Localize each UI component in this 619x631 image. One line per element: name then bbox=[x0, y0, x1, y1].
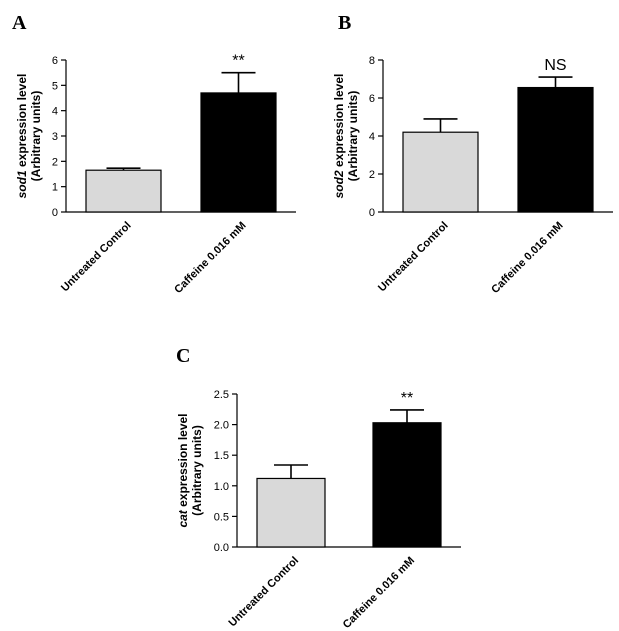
panel-c-category-label: Untreated Control bbox=[227, 555, 302, 630]
panel-a-significance-label: ** bbox=[232, 53, 244, 70]
panel-c-tick-label: 1.5 bbox=[214, 450, 229, 462]
panel-b-category-label: Caffeine 0.016 mM bbox=[489, 220, 565, 296]
panel-a-tick-label: 5 bbox=[52, 80, 58, 92]
panel-b-ylabel-line1: sod2 expression level bbox=[332, 74, 346, 199]
panel-b-category-label: Untreated Control bbox=[376, 220, 451, 295]
panel-a-ylabel-line2: (Arbitrary units) bbox=[29, 91, 43, 182]
panel-c-tick-label: 1.0 bbox=[214, 481, 229, 493]
panel-a-tick-label: 6 bbox=[52, 55, 58, 67]
panel-b-tick-label: 0 bbox=[369, 207, 375, 219]
panel-a-letter: A bbox=[12, 12, 27, 34]
panel-c-significance-label: ** bbox=[401, 390, 413, 407]
panel-c-bar bbox=[256, 477, 326, 548]
panel-c-letter: C bbox=[176, 345, 190, 367]
panel-b-ylabel-line2: (Arbitrary units) bbox=[346, 91, 360, 182]
panel-c-ylabel-line1: cat expression level bbox=[176, 413, 190, 527]
panel-a-ylabel-gene: sod1 bbox=[15, 170, 29, 198]
panel-a-bar bbox=[200, 92, 277, 213]
panel-a-tick-label: 3 bbox=[52, 131, 58, 143]
panel-c-bar bbox=[372, 422, 442, 548]
panel-a-ylabel-rest: expression level bbox=[15, 74, 29, 171]
panel-a: A 0 1 2 3 4 5 6 Untreated Control Caffeine 0.016 … bbox=[12, 12, 296, 296]
panel-c-ylabel-rest: expression level bbox=[176, 413, 190, 510]
panel-b-tick-label: 6 bbox=[369, 93, 375, 105]
panel-a-category-label: Untreated Control bbox=[59, 220, 134, 295]
panel-c-tick-label: 2.5 bbox=[214, 389, 229, 401]
panel-b-tick-label: 2 bbox=[369, 169, 375, 181]
panel-a-category-label: Caffeine 0.016 mM bbox=[172, 220, 248, 296]
panel-c-tick-label: 0.0 bbox=[214, 542, 229, 554]
panel-a-ylabel-line1: sod1 expression level bbox=[15, 74, 29, 199]
panel-c-tick-label: 0.5 bbox=[214, 511, 229, 523]
panel-b-tick-label: 8 bbox=[369, 55, 375, 67]
panel-c-tick-label: 2.0 bbox=[214, 420, 229, 432]
panel-a-bar bbox=[85, 169, 162, 213]
panel-b-ylabel-gene: sod2 bbox=[332, 170, 346, 198]
panel-c: C 0.0 0.5 1.0 1.5 2.0 2.5 Untreated Control Caff… bbox=[176, 345, 461, 631]
panel-b: B 0 2 4 6 8 Untreated Control Caffeine 0.016 mM… bbox=[332, 12, 613, 296]
panel-b-bar bbox=[402, 131, 479, 213]
panel-c-category-label: Caffeine 0.016 mM bbox=[341, 555, 417, 631]
panel-b-bar bbox=[517, 86, 594, 213]
panel-b-significance-label: NS bbox=[544, 57, 566, 74]
panel-b-ylabel-rest: expression level bbox=[332, 74, 346, 171]
panel-a-tick-label: 2 bbox=[52, 156, 58, 168]
panel-c-ylabel-gene: cat bbox=[176, 509, 190, 527]
panel-b-letter: B bbox=[338, 12, 351, 34]
panel-a-tick-label: 1 bbox=[52, 182, 58, 194]
panel-b-tick-label: 4 bbox=[369, 131, 375, 143]
panel-a-tick-label: 4 bbox=[52, 106, 58, 118]
panel-a-tick-label: 0 bbox=[52, 207, 58, 219]
panel-c-ylabel-line2: (Arbitrary units) bbox=[190, 425, 204, 516]
